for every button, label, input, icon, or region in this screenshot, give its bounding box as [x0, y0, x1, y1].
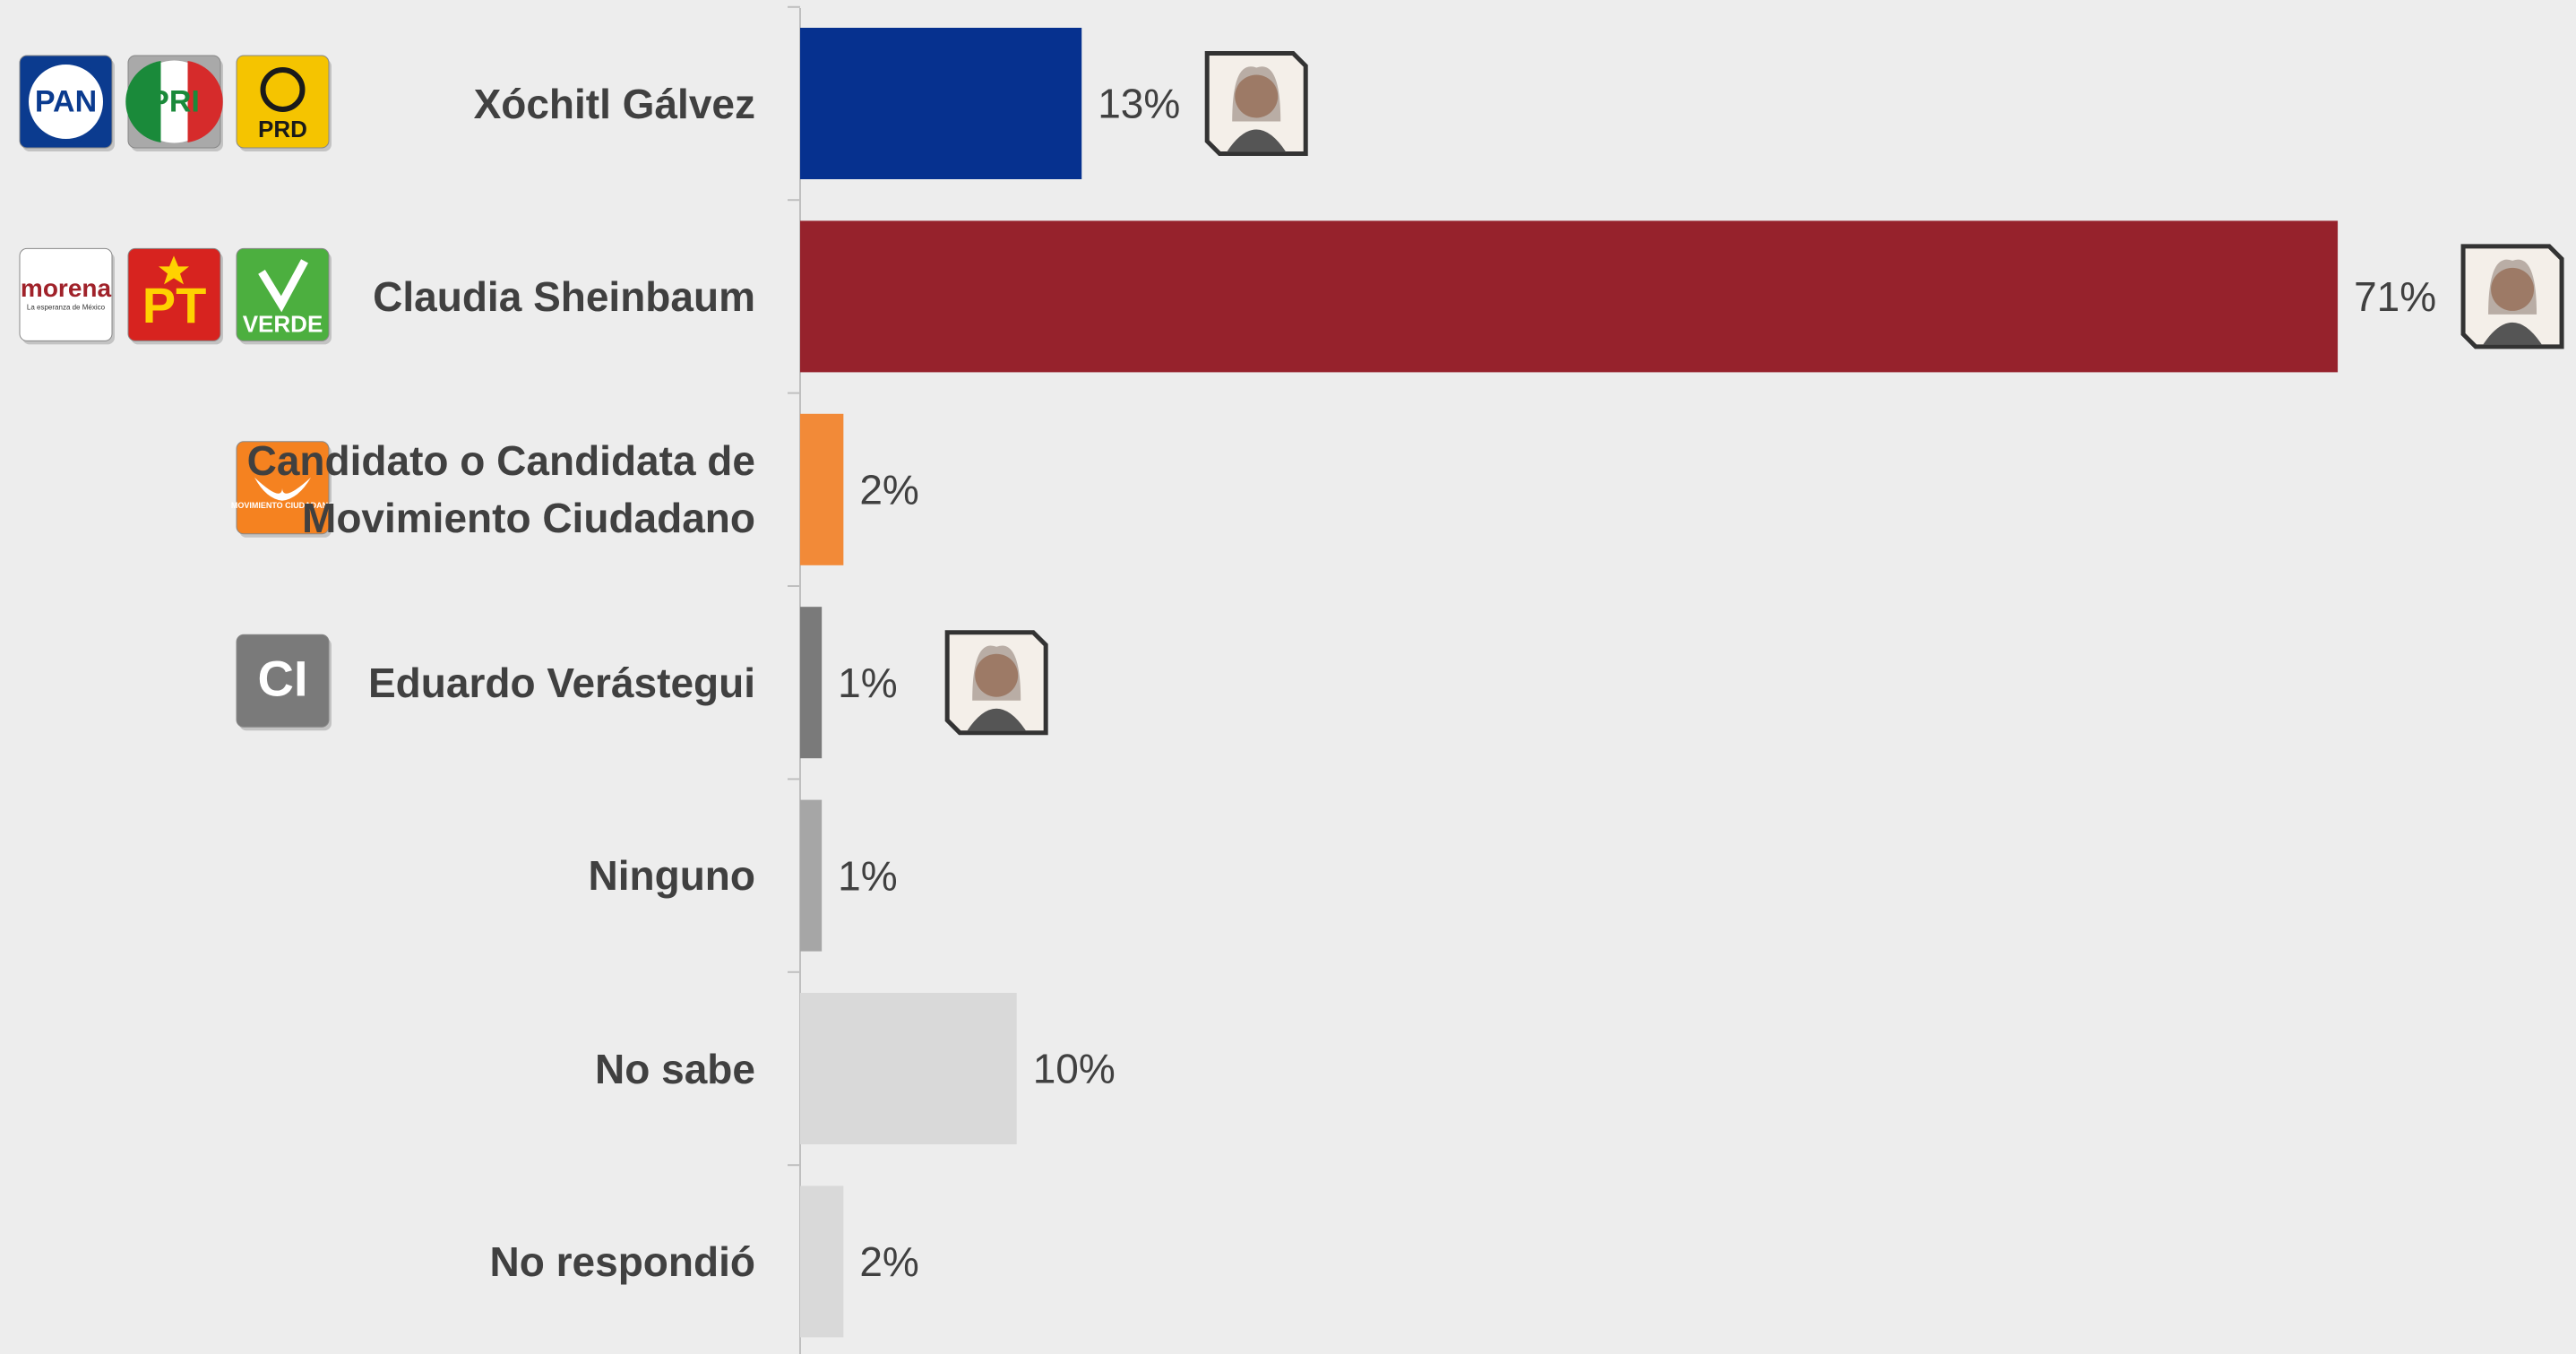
photo-hair	[1232, 66, 1281, 122]
category-label: Candidato o Candidata de Movimiento Ciud…	[246, 437, 755, 542]
candidate-photo	[944, 630, 1048, 736]
value-label: 1%	[838, 660, 897, 706]
photo-hair	[2488, 259, 2537, 315]
bar	[800, 607, 823, 759]
logo-text: MOVIMIENTO CIUDADANO	[231, 501, 334, 510]
photo-body	[2483, 322, 2543, 345]
bar	[800, 993, 1017, 1144]
logo-subtext: La esperanza de México	[27, 304, 106, 312]
logo-text: PRD	[258, 116, 307, 142]
photo-body	[1227, 129, 1287, 152]
logo-text: PRI	[149, 84, 200, 118]
logo-star	[159, 255, 189, 285]
category-label: Claudia Sheinbaum	[373, 272, 755, 320]
category-label: No respondió	[489, 1238, 755, 1285]
category-label: Xóchitl Gálvez	[473, 80, 755, 127]
value-label: 1%	[838, 852, 897, 899]
photo-face	[1235, 74, 1279, 118]
logo	[236, 55, 330, 149]
logo	[236, 441, 330, 535]
category-label: No sabe	[595, 1045, 755, 1092]
candidate-photo	[2460, 244, 2564, 349]
logo-text: PAN	[35, 84, 97, 118]
logo-text: PT	[142, 277, 207, 333]
photo-face	[975, 653, 1019, 697]
logo-sun	[260, 67, 306, 112]
logo-check	[258, 259, 308, 313]
bar	[800, 28, 1082, 179]
logo-text: VERDE	[243, 310, 323, 337]
value-label: 71%	[2354, 273, 2436, 320]
logo-green	[125, 61, 161, 142]
bar	[800, 220, 2339, 373]
value-label: 13%	[1098, 81, 1180, 127]
photo-face	[2491, 267, 2535, 311]
bar	[800, 799, 823, 952]
bar	[800, 1186, 844, 1338]
value-label: 2%	[859, 1238, 918, 1285]
logo	[127, 247, 221, 341]
logo-red	[187, 61, 223, 142]
photo-hair	[972, 645, 1021, 701]
photo-body	[967, 708, 1027, 731]
category-label: Eduardo Verástegui	[367, 659, 755, 706]
logo-eagle	[254, 477, 311, 501]
logo	[19, 247, 113, 341]
logo	[236, 634, 330, 728]
value-label: 10%	[1033, 1046, 1116, 1092]
logo-text: morena	[21, 274, 112, 302]
bar	[800, 413, 844, 565]
candidate-photo	[1204, 51, 1308, 156]
category-label: Ninguno	[588, 852, 756, 900]
value-label: 2%	[859, 466, 918, 513]
logo-circle	[24, 60, 108, 143]
logo-text: CI	[258, 650, 308, 706]
